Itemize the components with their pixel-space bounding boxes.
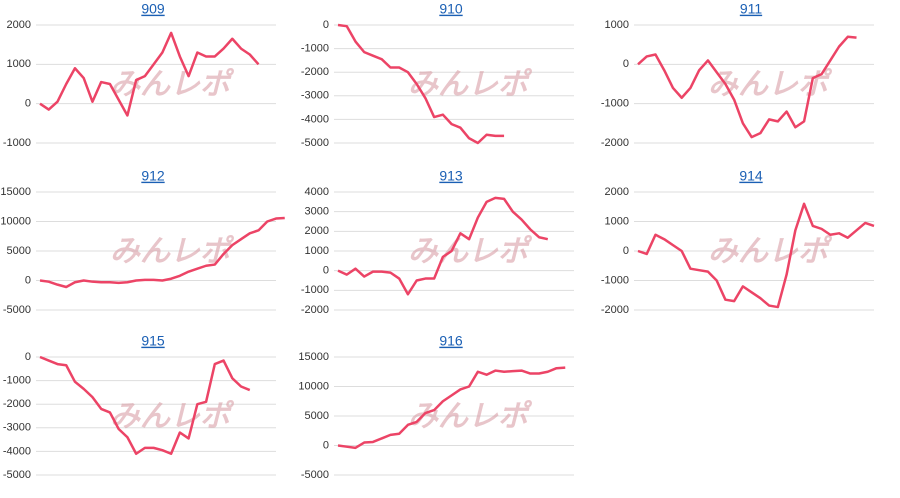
y-tick-label: -5000: [301, 137, 329, 149]
y-tick-label: 10000: [298, 380, 329, 392]
line: [39, 31, 260, 117]
chart-title[interactable]: 911: [740, 1, 763, 17]
watermark: みんレポ: [408, 400, 533, 433]
chart-title[interactable]: 916: [439, 333, 463, 349]
y-tick-label: -1000: [301, 284, 329, 296]
chart-title[interactable]: 915: [141, 333, 165, 349]
chart-title[interactable]: 914: [739, 168, 763, 184]
watermark: みんレポ: [708, 235, 833, 268]
line: [637, 35, 857, 139]
line: [337, 196, 549, 296]
y-tick-label: -2000: [601, 137, 629, 149]
watermark: みんレポ: [110, 235, 235, 268]
y-tick-label: -2000: [301, 304, 329, 316]
chart-title[interactable]: 913: [439, 168, 463, 184]
y-tick-label: -1000: [3, 137, 31, 149]
y-tick-label: -3000: [3, 422, 31, 434]
line: [637, 202, 875, 309]
y-tick-label: 0: [323, 19, 329, 31]
y-tick-label: 0: [25, 351, 31, 363]
y-tick-label: -1000: [601, 274, 629, 286]
y-tick-label: 2000: [305, 225, 329, 237]
y-tick-label: -3000: [301, 90, 329, 102]
y-tick-label: 0: [25, 98, 31, 110]
line: [337, 23, 505, 145]
y-tick-label: 2000: [7, 19, 31, 31]
y-tick-label: -1000: [301, 43, 329, 55]
y-tick-label: 2000: [605, 186, 629, 198]
y-tick-label: 1000: [7, 58, 31, 70]
line: [39, 216, 285, 289]
chart-title[interactable]: 912: [141, 168, 165, 184]
watermark: みんレポ: [110, 68, 235, 101]
y-tick-label: -5000: [3, 469, 31, 481]
y-tick-label: -2000: [3, 398, 31, 410]
y-tick-label: 1000: [305, 245, 329, 257]
y-tick-label: -2000: [301, 66, 329, 78]
y-tick-label: -5000: [3, 304, 31, 316]
y-tick-label: 0: [25, 274, 31, 286]
y-tick-label: -5000: [301, 469, 329, 481]
y-tick-label: 5000: [305, 410, 329, 422]
chart-title[interactable]: 910: [439, 1, 463, 17]
watermark: みんレポ: [408, 68, 533, 101]
y-tick-label: 15000: [0, 186, 31, 198]
y-tick-label: 0: [323, 439, 329, 451]
y-tick-label: -4000: [301, 113, 329, 125]
y-tick-label: 0: [623, 58, 629, 70]
line: [39, 355, 251, 456]
y-tick-label: 0: [623, 245, 629, 257]
y-tick-label: -4000: [3, 445, 31, 457]
y-tick-label: -1000: [601, 98, 629, 110]
y-tick-label: -2000: [601, 304, 629, 316]
line: [337, 366, 566, 450]
y-tick-label: 0: [323, 265, 329, 277]
y-tick-label: 3000: [305, 206, 329, 218]
y-tick-label: 5000: [7, 245, 31, 257]
y-tick-label: -1000: [3, 375, 31, 387]
y-tick-label: 1000: [605, 19, 629, 31]
y-tick-label: 1000: [605, 215, 629, 227]
y-tick-label: 15000: [298, 351, 329, 363]
watermark: みんレポ: [408, 235, 533, 268]
y-tick-label: 10000: [0, 215, 31, 227]
watermark: みんレポ: [110, 400, 235, 433]
chart-title[interactable]: 909: [141, 1, 165, 17]
y-tick-label: 4000: [305, 186, 329, 198]
